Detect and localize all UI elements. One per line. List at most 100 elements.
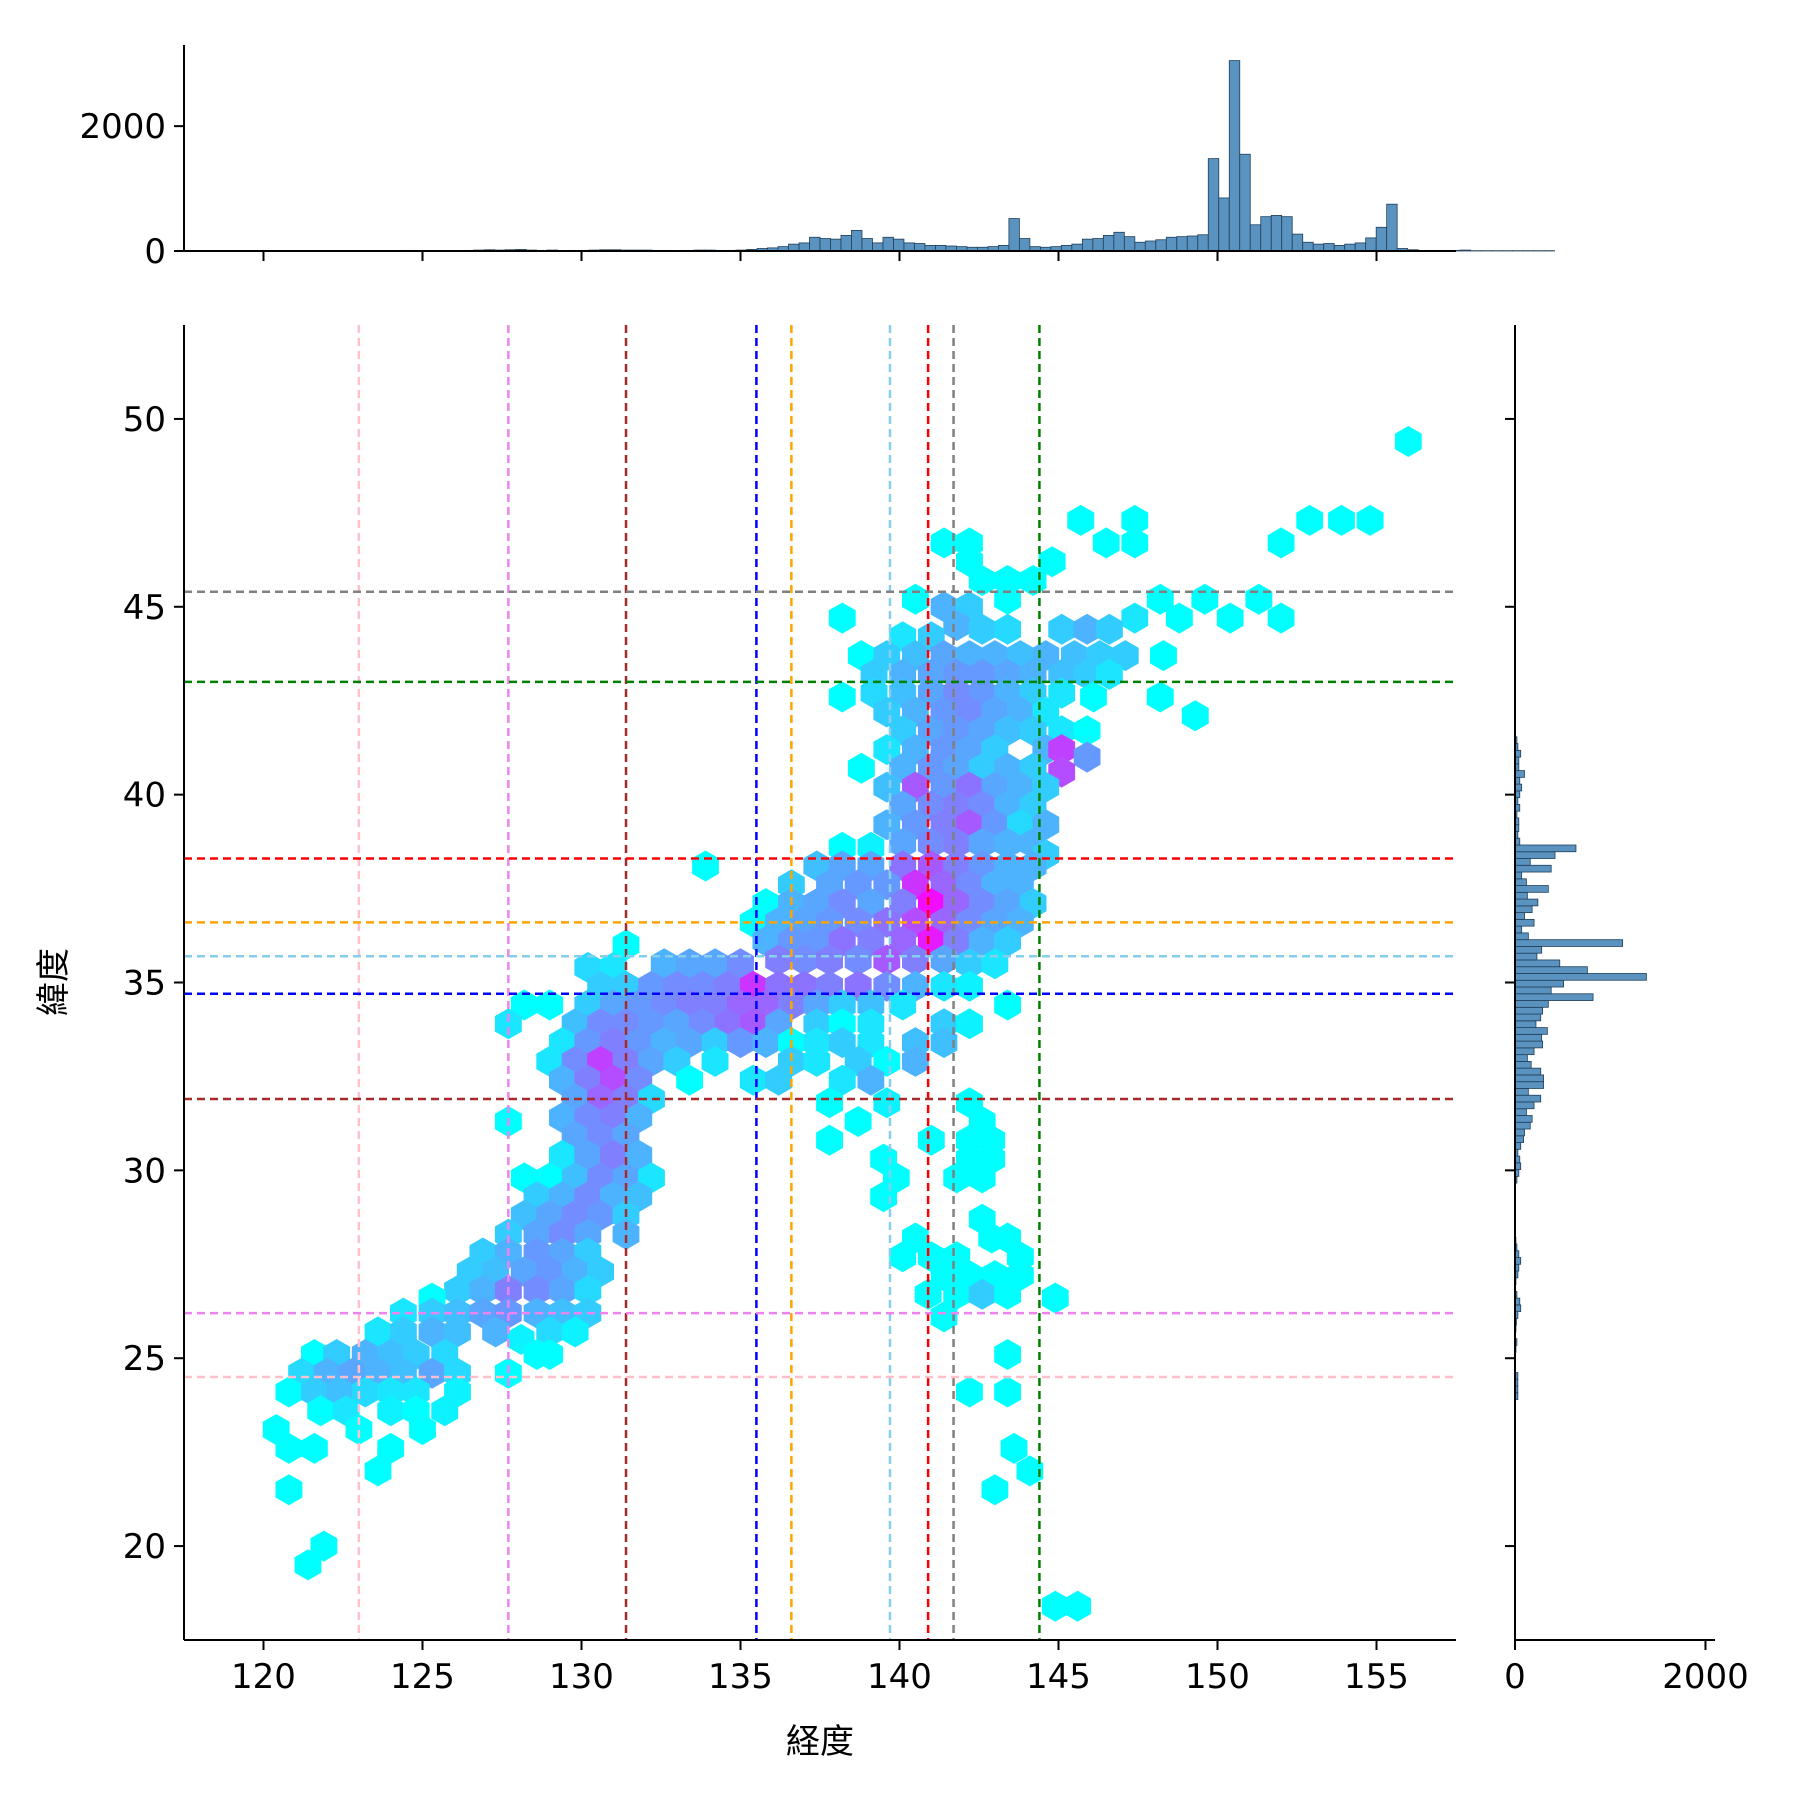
x-tick-label: 130: [549, 1657, 614, 1697]
x-histogram-bar: [1291, 233, 1304, 252]
hexbin-cell: [816, 1124, 843, 1156]
y-tick-label: 50: [123, 400, 166, 440]
y-histogram-bar: [1514, 1067, 1542, 1076]
hexbin-cell: [1073, 741, 1101, 773]
hexbin-cell: [828, 681, 856, 713]
hexbin-cell: [727, 1027, 754, 1059]
y-tick-label: 40: [123, 776, 166, 816]
x-histogram-bar: [882, 236, 894, 252]
x-histogram-bar: [1018, 238, 1031, 252]
hexbin-cell: [431, 1395, 459, 1427]
y-histogram-bar: [1514, 1006, 1544, 1015]
hexbin-cell: [873, 869, 901, 901]
x-histogram-bar: [809, 236, 821, 252]
x-marginal-histogram: 0 2000: [79, 45, 1555, 272]
y-histogram-bar: [1514, 979, 1564, 988]
x-histogram-bar: [1354, 242, 1367, 252]
hexbin-cell: [574, 1139, 602, 1171]
hexbin-cell: [994, 828, 1021, 859]
y-histogram-bar: [1514, 932, 1529, 941]
hexbin-cell: [510, 989, 538, 1021]
hexbin-cell: [1038, 546, 1066, 578]
hexbin-cell: [956, 948, 983, 980]
hexbin-cell: [873, 1087, 901, 1119]
hexbin-cell: [1092, 527, 1120, 559]
hexbin-cell: [873, 734, 901, 766]
x-histogram-bar: [1155, 239, 1167, 252]
hexbin-cell: [873, 771, 901, 803]
x-histogram-bar: [1281, 216, 1293, 252]
y-histogram-bar: [1514, 1047, 1535, 1056]
x-tick-label: 125: [390, 1657, 455, 1697]
hexbin-cell: [536, 989, 564, 1021]
hexbin-cell: [549, 1139, 576, 1171]
y-histogram-bar: [1514, 1108, 1527, 1116]
hexbin-cell: [930, 1301, 958, 1333]
x-histogram-bar: [1144, 240, 1157, 252]
y-histogram-bar: [1514, 844, 1577, 853]
y-histogram-bar: [1514, 905, 1533, 914]
hexbin-cell: [956, 1376, 983, 1408]
hexbin-cell: [1096, 613, 1123, 645]
hexbin-cell: [275, 1432, 303, 1464]
hexbin-cell: [847, 752, 875, 784]
hexbin-cell: [943, 1278, 971, 1310]
x-histogram-bar: [1312, 243, 1325, 252]
x-tick-label: 150: [1185, 1657, 1250, 1697]
hexbin-cell: [902, 1045, 929, 1077]
x-histogram-bar: [788, 243, 800, 252]
x-histogram-bar: [914, 243, 926, 252]
x-histogram-bar: [1134, 241, 1146, 252]
x-histogram-bar: [1081, 238, 1094, 252]
x-histogram-bar: [1365, 237, 1377, 252]
hexbin-cell: [561, 1316, 589, 1348]
hexbin-cell: [1121, 527, 1149, 559]
x-histogram-bar: [840, 234, 852, 252]
y-tick-label: 20: [123, 1527, 166, 1567]
x-tick-label: 145: [1026, 1657, 1091, 1697]
hexbin-cells: [262, 426, 1422, 1622]
x-histogram-bar: [819, 238, 831, 252]
y-histogram-bar: [1514, 952, 1538, 961]
hexbin-cell: [692, 850, 719, 882]
hexbin-cell: [803, 1045, 831, 1077]
y-histogram-bar: [1514, 993, 1594, 1001]
hexbin-cell: [1111, 640, 1139, 672]
hexbin-cell: [994, 613, 1021, 645]
hexbin-cell: [943, 610, 971, 642]
x-histogram-bar: [830, 238, 842, 252]
hexbin-cell: [994, 925, 1021, 957]
y-histogram-bar: [1514, 1061, 1532, 1069]
x-histogram-bar: [1123, 236, 1136, 252]
hexbin-cell: [902, 944, 929, 976]
y-histogram-bar: [1514, 1040, 1544, 1049]
x-histogram-bar: [1207, 158, 1220, 252]
y-histogram-bar: [1514, 851, 1556, 859]
hexbin-cell: [844, 944, 872, 976]
hexbin-cell: [1067, 504, 1095, 536]
hexbin-cell: [549, 1275, 576, 1307]
y-histogram-bar: [1514, 986, 1552, 995]
hexbin-cell: [1150, 640, 1177, 672]
hexbin-cell: [612, 1218, 640, 1250]
y-histogram-bar: [1514, 1013, 1542, 1022]
hexbin-cell: [889, 828, 917, 859]
hexbin-cell: [364, 1316, 392, 1348]
main-axes: 120 125 130 135 140 145 150 155 20 25 30 35 40 45 50: [123, 325, 1456, 1697]
hexbin-cell: [275, 1474, 303, 1506]
y-histogram-bar: [1514, 1054, 1528, 1062]
x-axis-title: 経度: [786, 1722, 854, 1762]
hexbin-cell: [968, 1278, 996, 1310]
hexbin-cell: [676, 1064, 703, 1096]
hexbin-cell: [469, 1275, 497, 1307]
hexbin-cell: [494, 1008, 522, 1040]
y-marginal-histogram: 0 2000: [1504, 325, 1749, 1697]
hexbin-cell: [482, 1316, 510, 1348]
y-tick-label: 30: [123, 1151, 166, 1191]
y-histogram-bar: [1514, 1088, 1529, 1096]
y-tick-label: 45: [123, 588, 166, 628]
hexbin-cell: [1121, 504, 1149, 536]
y-histogram-bar: [1514, 891, 1528, 900]
y-histogram-bar: [1514, 1094, 1542, 1103]
reference-lines: [184, 325, 1456, 1640]
